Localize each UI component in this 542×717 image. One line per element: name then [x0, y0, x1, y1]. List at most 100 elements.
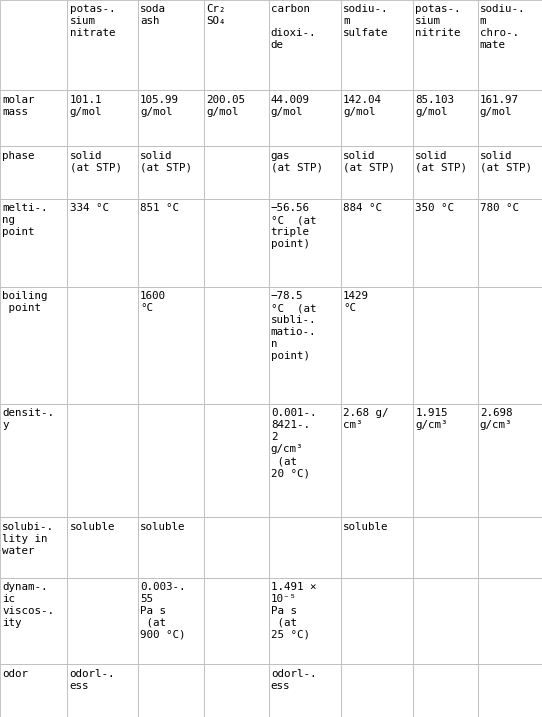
- Bar: [341, 665, 413, 717]
- Text: densit-.
y: densit-. y: [2, 408, 54, 430]
- Bar: [413, 90, 478, 146]
- Bar: [204, 146, 269, 199]
- Bar: [0, 404, 67, 518]
- Text: solid
(at STP): solid (at STP): [415, 151, 467, 173]
- Bar: [413, 404, 478, 518]
- Text: 780 °C: 780 °C: [480, 203, 519, 213]
- Bar: [0, 665, 67, 717]
- Text: molar
mass: molar mass: [2, 95, 35, 116]
- Text: 884 °C: 884 °C: [343, 203, 382, 213]
- Bar: [138, 287, 204, 404]
- Text: 2.698
g/cm³: 2.698 g/cm³: [480, 408, 512, 430]
- Text: odorl-.
ess: odorl-. ess: [69, 669, 115, 690]
- Bar: [413, 578, 478, 665]
- Bar: [478, 146, 542, 199]
- Bar: [269, 90, 341, 146]
- Bar: [0, 0, 67, 90]
- Bar: [341, 199, 413, 287]
- Text: 0.003-.
55
Pa s
 (at
900 °C): 0.003-. 55 Pa s (at 900 °C): [140, 582, 185, 640]
- Bar: [0, 518, 67, 578]
- Text: 0.001-.
8421-.
2
g/cm³
 (at
20 °C): 0.001-. 8421-. 2 g/cm³ (at 20 °C): [271, 408, 317, 478]
- Text: sodiu-.
m
chro-.
mate: sodiu-. m chro-. mate: [480, 4, 525, 50]
- Bar: [341, 90, 413, 146]
- Text: dynam-.
ic
viscos-.
ity: dynam-. ic viscos-. ity: [2, 582, 54, 628]
- Bar: [0, 90, 67, 146]
- Text: soluble: soluble: [69, 522, 115, 532]
- Text: −78.5
°C  (at
subli-.
matio-.
n
point): −78.5 °C (at subli-. matio-. n point): [271, 291, 317, 361]
- Bar: [204, 518, 269, 578]
- Bar: [413, 0, 478, 90]
- Bar: [269, 404, 341, 518]
- Text: 85.103
g/mol: 85.103 g/mol: [415, 95, 454, 116]
- Bar: [138, 578, 204, 665]
- Text: Cr₂
SO₄: Cr₂ SO₄: [207, 4, 226, 27]
- Bar: [67, 0, 138, 90]
- Text: soda
ash: soda ash: [140, 4, 166, 27]
- Bar: [204, 578, 269, 665]
- Bar: [269, 665, 341, 717]
- Text: solid
(at STP): solid (at STP): [140, 151, 192, 173]
- Text: 1600
°C: 1600 °C: [140, 291, 166, 313]
- Text: melti-.
ng
point: melti-. ng point: [2, 203, 48, 237]
- Bar: [413, 199, 478, 287]
- Bar: [138, 665, 204, 717]
- Text: 142.04
g/mol: 142.04 g/mol: [343, 95, 382, 116]
- Bar: [413, 287, 478, 404]
- Text: 161.97
g/mol: 161.97 g/mol: [480, 95, 519, 116]
- Bar: [413, 146, 478, 199]
- Bar: [341, 0, 413, 90]
- Text: solid
(at STP): solid (at STP): [343, 151, 395, 173]
- Bar: [341, 518, 413, 578]
- Text: potas-.
sium
nitrite: potas-. sium nitrite: [415, 4, 461, 38]
- Bar: [204, 287, 269, 404]
- Bar: [269, 146, 341, 199]
- Bar: [67, 199, 138, 287]
- Bar: [67, 404, 138, 518]
- Text: soluble: soluble: [140, 522, 185, 532]
- Text: odor: odor: [2, 669, 28, 679]
- Text: 1.915
g/cm³: 1.915 g/cm³: [415, 408, 448, 430]
- Bar: [413, 665, 478, 717]
- Bar: [67, 146, 138, 199]
- Bar: [67, 287, 138, 404]
- Text: gas
(at STP): gas (at STP): [271, 151, 322, 173]
- Text: 350 °C: 350 °C: [415, 203, 454, 213]
- Bar: [0, 146, 67, 199]
- Bar: [478, 199, 542, 287]
- Text: sodiu-.
m
sulfate: sodiu-. m sulfate: [343, 4, 389, 38]
- Text: solid
(at STP): solid (at STP): [69, 151, 121, 173]
- Bar: [478, 665, 542, 717]
- Bar: [478, 287, 542, 404]
- Bar: [413, 518, 478, 578]
- Bar: [269, 199, 341, 287]
- Bar: [341, 146, 413, 199]
- Bar: [269, 0, 341, 90]
- Bar: [67, 665, 138, 717]
- Bar: [269, 578, 341, 665]
- Text: 2.68 g/
cm³: 2.68 g/ cm³: [343, 408, 389, 430]
- Bar: [204, 665, 269, 717]
- Bar: [204, 404, 269, 518]
- Text: phase: phase: [2, 151, 35, 161]
- Text: 851 °C: 851 °C: [140, 203, 179, 213]
- Bar: [138, 404, 204, 518]
- Bar: [67, 90, 138, 146]
- Bar: [67, 518, 138, 578]
- Text: 334 °C: 334 °C: [69, 203, 108, 213]
- Text: odorl-.
ess: odorl-. ess: [271, 669, 317, 690]
- Bar: [0, 578, 67, 665]
- Bar: [0, 199, 67, 287]
- Bar: [478, 0, 542, 90]
- Bar: [341, 404, 413, 518]
- Bar: [204, 90, 269, 146]
- Text: potas-.
sium
nitrate: potas-. sium nitrate: [69, 4, 115, 38]
- Bar: [478, 578, 542, 665]
- Bar: [138, 518, 204, 578]
- Bar: [341, 578, 413, 665]
- Text: soluble: soluble: [343, 522, 389, 532]
- Text: 44.009
g/mol: 44.009 g/mol: [271, 95, 310, 116]
- Bar: [138, 0, 204, 90]
- Bar: [269, 518, 341, 578]
- Bar: [478, 404, 542, 518]
- Bar: [204, 199, 269, 287]
